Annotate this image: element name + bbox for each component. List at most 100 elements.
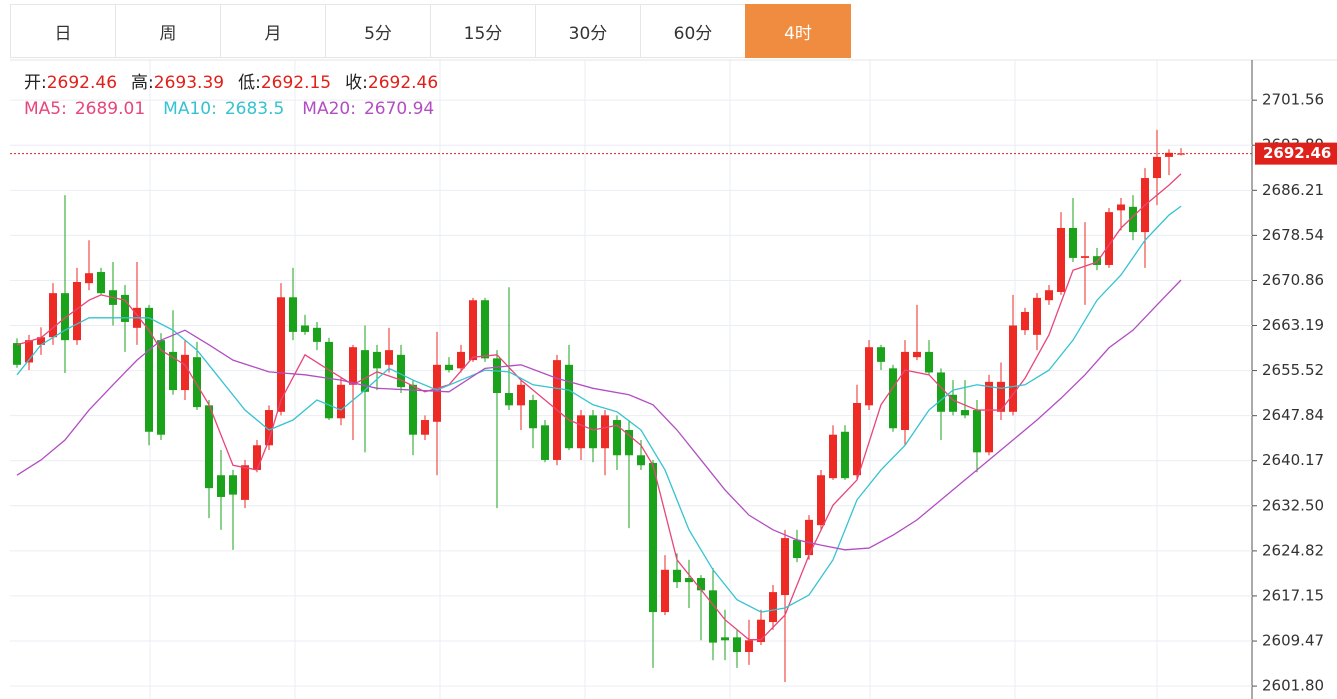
candle-body	[289, 297, 297, 332]
quote-label: 高:	[131, 73, 154, 93]
candle-body	[685, 578, 693, 583]
candle-body	[1177, 153, 1185, 155]
candle-body	[397, 354, 405, 388]
candle-body	[829, 434, 837, 479]
candle-body	[1045, 290, 1053, 301]
period-tab[interactable]: 4时	[745, 4, 851, 58]
candle-body	[817, 475, 825, 526]
period-tab[interactable]: 30分	[535, 4, 641, 58]
candle-body	[433, 364, 441, 422]
candle-body	[961, 410, 969, 416]
quote-value: 2692.46	[367, 73, 439, 93]
ma-legend-label: MA5:	[24, 99, 67, 119]
candle-body	[265, 410, 273, 446]
candle-body	[841, 431, 849, 479]
candle-body	[169, 351, 177, 391]
ma-line	[16, 205, 1182, 613]
period-tab[interactable]: 60分	[640, 4, 746, 58]
candle-body	[589, 415, 597, 449]
candle-body	[877, 347, 885, 362]
y-tick-label: 2640.17	[1262, 451, 1324, 469]
candle-body	[889, 368, 897, 429]
candle-body	[277, 297, 285, 412]
period-tabs: 日周月 5分 15分 30分 60分 4时	[10, 4, 851, 58]
candle-body	[541, 425, 549, 460]
candle-body	[121, 294, 129, 322]
ma-line	[16, 279, 1182, 551]
period-tab[interactable]: 5分	[325, 4, 431, 58]
candle-body	[577, 415, 585, 449]
candle-body	[1081, 256, 1089, 258]
candle-body	[481, 300, 489, 359]
candle-body	[349, 347, 357, 385]
candle-body	[925, 351, 933, 373]
candle-body	[1057, 227, 1065, 292]
y-tick-label: 2701.56	[1262, 91, 1324, 109]
quote-value: 2692.46	[46, 73, 118, 93]
candle-body	[781, 538, 789, 596]
ma-legend-value: 2683.5	[224, 99, 285, 119]
period-tab[interactable]: 月	[220, 4, 326, 58]
candle-body	[49, 293, 57, 338]
ma-legend-label: MA10:	[163, 99, 217, 119]
candle-body	[757, 619, 765, 643]
candle-body	[853, 402, 861, 476]
candle-body	[1117, 204, 1125, 211]
candle-body	[205, 405, 213, 489]
y-tick-label: 2601.80	[1262, 677, 1324, 695]
period-tab[interactable]: 周	[115, 4, 221, 58]
candle-body	[1033, 297, 1041, 335]
y-tick-label: 2617.15	[1262, 586, 1324, 604]
y-tick-label: 2678.54	[1262, 226, 1324, 244]
candle-body	[301, 325, 309, 332]
period-tab[interactable]: 15分	[430, 4, 536, 58]
candle-body	[181, 354, 189, 391]
candle-body	[217, 475, 225, 497]
candle-body	[721, 637, 729, 641]
ma-legend-label: MA20:	[302, 99, 356, 119]
candle-body	[469, 300, 477, 361]
ma-legend: MA5: 2689.01 MA10: 2683.5 MA20: 2670.94	[24, 96, 452, 122]
candle-body	[973, 410, 981, 453]
candle-body	[145, 307, 153, 432]
candle-body	[85, 273, 93, 284]
candle-body	[1129, 206, 1137, 233]
y-tick-label: 2655.52	[1262, 361, 1324, 379]
period-tab[interactable]: 日	[10, 4, 116, 58]
candle-body	[793, 539, 801, 559]
candle-body	[997, 381, 1005, 412]
ma-legend-value: 2689.01	[74, 99, 146, 119]
candle-body	[769, 592, 777, 623]
y-tick-label: 2624.82	[1262, 541, 1324, 559]
candle-body	[517, 384, 525, 406]
candle-body	[901, 351, 909, 431]
ma-legend-value: 2670.94	[363, 99, 435, 119]
candle-body	[313, 327, 321, 342]
quote-label: 开:	[24, 73, 47, 93]
candle-body	[1009, 325, 1017, 412]
candle-body	[373, 351, 381, 369]
last-price-box	[1255, 142, 1337, 165]
ohlc-row: 开: 2692.46 高: 2693.39 低: 2692.15 收: 2692.46	[24, 70, 452, 96]
candle-body	[25, 340, 33, 363]
y-tick-label: 2670.86	[1262, 271, 1324, 289]
candle-body	[649, 462, 657, 613]
candle-body	[637, 455, 645, 466]
candle-body	[253, 445, 261, 470]
candle-body	[73, 282, 81, 341]
candle-body	[97, 272, 105, 294]
candle-body	[337, 384, 345, 419]
candle-body	[1165, 152, 1173, 157]
candle-body	[865, 347, 873, 406]
candle-body	[1021, 311, 1029, 331]
candle-body	[445, 364, 453, 371]
candle-body	[733, 637, 741, 653]
candle-body	[241, 465, 249, 500]
y-tick-label: 2609.47	[1262, 632, 1324, 650]
candle-body	[673, 569, 681, 583]
candle-body	[1069, 227, 1077, 258]
candle-body	[949, 394, 957, 412]
candle-body	[13, 343, 21, 365]
candle-body	[745, 640, 753, 653]
candle-body	[805, 519, 813, 556]
